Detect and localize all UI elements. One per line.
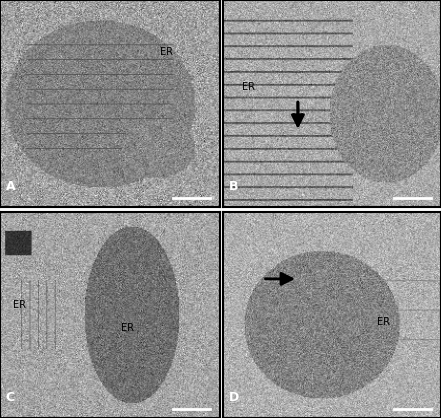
Text: ER: ER (121, 323, 134, 333)
Text: ER: ER (242, 82, 255, 92)
Text: A: A (6, 180, 15, 193)
Text: B: B (228, 180, 238, 193)
Text: ER: ER (160, 47, 173, 57)
Text: D: D (228, 391, 239, 404)
Text: ER: ER (13, 301, 26, 311)
Text: ER: ER (377, 317, 390, 327)
Text: C: C (6, 391, 15, 404)
